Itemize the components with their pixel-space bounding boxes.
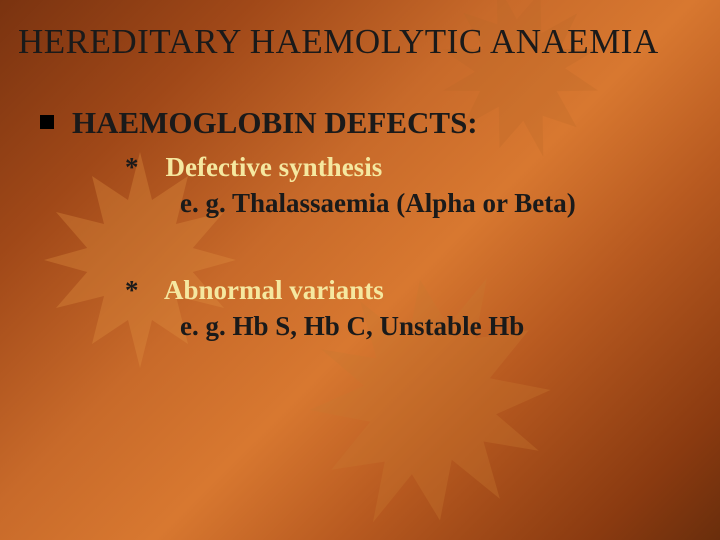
slide-title: HEREDITARY HAEMOLYTIC ANAEMIA <box>18 22 702 62</box>
item-2-label: Abnormal variants <box>164 275 384 305</box>
item-1-label: Defective synthesis <box>166 152 383 182</box>
item-2-example: e. g. Hb S, Hb C, Unstable Hb <box>180 308 690 344</box>
vertical-spacer <box>40 222 690 272</box>
asterisk-marker: * <box>125 275 139 305</box>
asterisk-marker: * <box>125 152 139 182</box>
section-heading: HAEMOGLOBIN DEFECTS: <box>72 105 478 141</box>
item-2-row: * Abnormal variants <box>125 272 690 308</box>
content-area: HAEMOGLOBIN DEFECTS: * Defective synthes… <box>40 105 690 345</box>
item-1-row: * Defective synthesis <box>125 149 690 185</box>
slide-container: HEREDITARY HAEMOLYTIC ANAEMIA HAEMOGLOBI… <box>0 0 720 540</box>
square-bullet-icon <box>40 115 54 129</box>
bullet-heading-row: HAEMOGLOBIN DEFECTS: <box>40 105 690 141</box>
item-1-example: e. g. Thalassaemia (Alpha or Beta) <box>180 185 690 221</box>
